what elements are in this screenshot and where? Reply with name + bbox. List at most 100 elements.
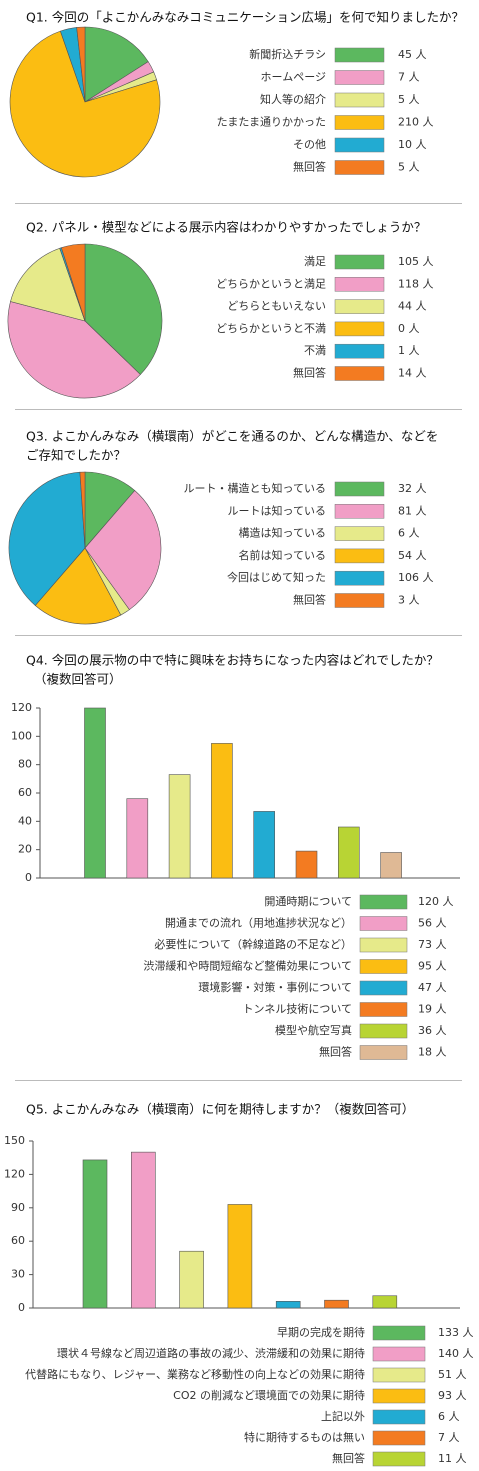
legend-value: 81 人 (398, 504, 427, 517)
legend-value: 210 人 (398, 116, 434, 129)
legend-value: 93 人 (438, 1389, 467, 1402)
bar (275, 1301, 301, 1309)
legend-swatch (372, 1346, 426, 1362)
legend-swatch (359, 937, 408, 953)
pie-slice (34, 547, 122, 625)
legend-swatch (334, 254, 385, 270)
bar (295, 850, 318, 879)
y-tick-label: 80 (18, 758, 32, 771)
legend-swatch (359, 1023, 408, 1039)
pie-slice (9, 30, 161, 178)
legend-value: 10 人 (398, 138, 427, 151)
legend-value: 56 人 (418, 917, 447, 930)
pie-slice (10, 247, 86, 322)
pie-slice (76, 26, 86, 103)
legend-swatch (359, 980, 408, 996)
bar (253, 811, 275, 879)
legend-value: 47 人 (418, 981, 447, 994)
legend-label: ルート・構造とも知っている (184, 481, 326, 495)
legend-value: 51 人 (438, 1368, 467, 1381)
legend-label: 代替路にもなり、レジャー、業務など移動性の向上などの効果に期待 (25, 1367, 365, 1381)
chart-title: ご存知でしたか？ (26, 448, 126, 463)
y-tick-label: 0 (25, 871, 32, 884)
chart-title: Q1. 今回の「よこかんみなみコミュニケーション広場」を何で知りましたか？ (26, 10, 464, 25)
legend-value: 19 人 (418, 1003, 447, 1016)
legend-label: 無回答 (293, 160, 326, 174)
chart-title: Q5. よこかんみなみ（横環南）に何を期待しますか？（複数回答可） (26, 1102, 414, 1117)
chart-title: Q2. パネル・模型などによる展示内容はわかりやすかったでしょうか？ (26, 220, 426, 235)
legend-label: 無回答 (332, 1451, 365, 1465)
legend-label: トンネル技術について (243, 1003, 352, 1016)
legend-swatch (334, 115, 385, 130)
legend-swatch (334, 277, 385, 292)
legend-label: 知人等の紹介 (260, 92, 326, 106)
legend-swatch (334, 321, 385, 337)
bar (372, 1295, 398, 1309)
legend-label: 不満 (304, 344, 326, 357)
legend-swatch (359, 916, 408, 931)
legend-value: 6 人 (438, 1410, 460, 1423)
legend-swatch (334, 343, 385, 359)
legend-label: 満足 (304, 255, 326, 268)
bar (82, 1159, 108, 1309)
legend-label: 今回はじめて知った (227, 570, 326, 584)
legend-label: その他 (293, 138, 326, 151)
y-tick-label: 40 (18, 814, 32, 827)
bar (324, 1299, 349, 1309)
bar (126, 798, 149, 879)
legend-value: 140 人 (438, 1347, 474, 1360)
legend-swatch (334, 47, 385, 63)
legend-swatch (334, 526, 385, 541)
legend-value: 105 人 (398, 255, 434, 268)
legend-label: 特に期待するものは無い (244, 1430, 365, 1444)
legend-label: CO2 の削減など環境面での効果に期待 (173, 1388, 365, 1402)
bar (227, 1204, 253, 1309)
y-tick-label: 120 (11, 701, 32, 714)
legend-label: 早期の完成を期待 (277, 1325, 365, 1339)
pie-slice (84, 490, 162, 611)
legend-swatch (372, 1325, 426, 1341)
legend-value: 7 人 (398, 71, 420, 84)
y-tick-label: 90 (11, 1201, 25, 1214)
legend-value: 45 人 (398, 48, 427, 61)
y-tick-label: 0 (18, 1301, 25, 1314)
pie-slice (8, 471, 86, 606)
y-tick-label: 120 (4, 1167, 25, 1180)
legend-swatch (334, 299, 385, 314)
legend-swatch (334, 137, 385, 153)
legend-value: 44 人 (398, 300, 427, 313)
legend-value: 0 人 (398, 322, 420, 335)
legend-value: 73 人 (418, 938, 447, 951)
legend-swatch (334, 481, 385, 497)
legend-swatch (372, 1430, 426, 1446)
legend-label: 名前は知っている (239, 548, 326, 562)
bar (179, 1250, 204, 1309)
chart-title: Q4. 今回の展示物の中で特に興味をお持ちになった内容はどれでしたか？ (26, 653, 439, 668)
bar (211, 743, 233, 879)
legend-value: 120 人 (418, 895, 454, 908)
chart-title: （複数回答可） (34, 672, 122, 687)
legend-label: 無回答 (293, 366, 326, 380)
legend-swatch (334, 160, 385, 175)
legend-swatch (372, 1388, 426, 1404)
legend-value: 133 人 (438, 1326, 474, 1339)
pie-slice (7, 301, 141, 399)
y-tick-label: 30 (11, 1268, 25, 1281)
legend-label: 開通までの流れ（用地進捗状況など） (165, 916, 352, 930)
legend-swatch (372, 1451, 426, 1467)
bar (84, 707, 106, 879)
bar (131, 1151, 156, 1309)
legend-label: 必要性について（幹線道路の不足など） (154, 937, 352, 951)
legend-swatch (372, 1367, 426, 1383)
legend-value: 14 人 (398, 367, 427, 380)
y-tick-label: 60 (11, 1234, 25, 1247)
legend-label: ルートは知っている (228, 503, 326, 517)
bar (380, 852, 402, 879)
legend-value: 32 人 (398, 482, 427, 495)
legend-label: どちらかというと不満 (216, 322, 326, 335)
legend-label: 新聞折込チラシ (249, 47, 326, 61)
y-tick-label: 100 (11, 729, 32, 742)
legend-swatch (359, 894, 408, 910)
legend-value: 106 人 (398, 571, 434, 584)
